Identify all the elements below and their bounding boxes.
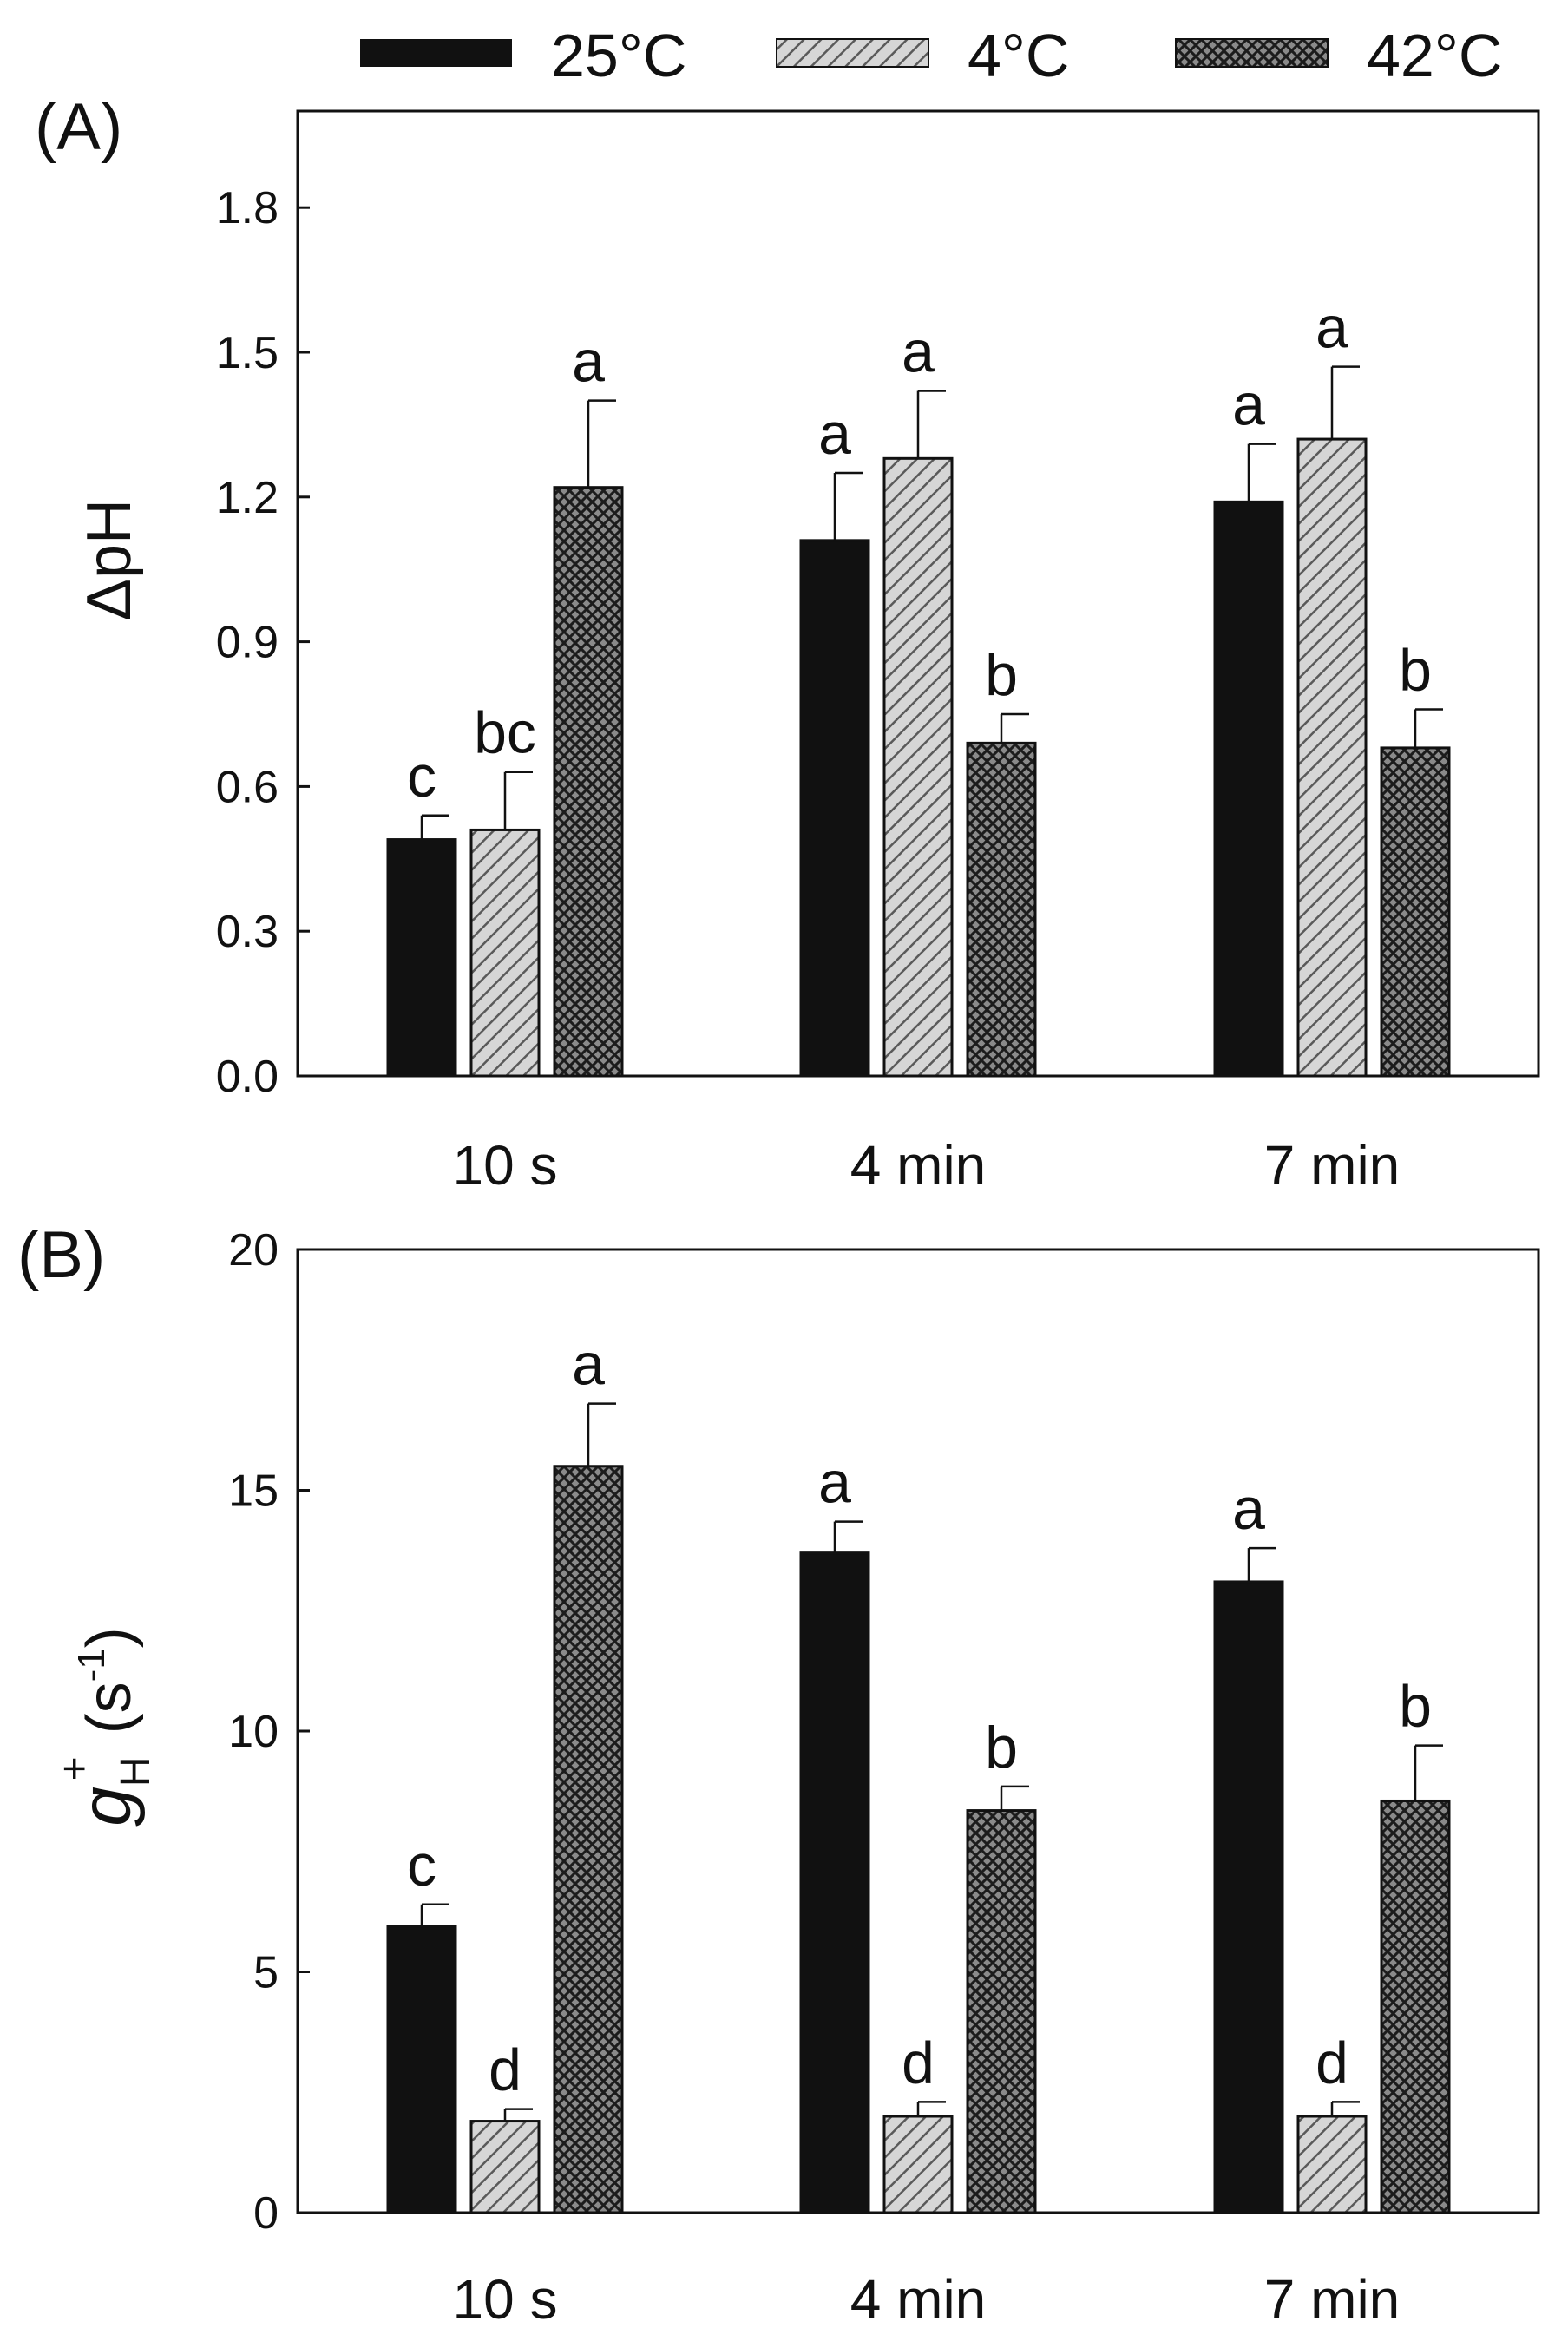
significance-letter: a [818,401,851,467]
bar-t4-1 [882,2115,954,2214]
legend-swatch-42c [1175,38,1329,68]
bar-t42-1 [966,741,1037,1078]
bar-t4-0 [469,828,541,1078]
bar-t25-1 [799,539,870,1078]
legend: 25°C 4°C 42°C [360,22,1502,89]
bar-t42-0 [553,1465,624,2214]
y-tick-label: 1.2 [216,473,279,523]
svg-text:gH+(s-1): gH + (s-1) [52,1627,159,1826]
bar-t25-0 [386,1925,457,2214]
panel-b-y-ticks: 0 5 10 15 20 [228,1225,310,2239]
legend-label-42c: 42°C [1367,22,1502,89]
significance-letter: b [1399,637,1432,703]
category-label: 4 min [850,1134,987,1197]
significance-letter: c [407,1833,436,1899]
significance-letter: a [1232,1476,1265,1542]
category-label: 7 min [1264,1134,1401,1197]
y-tick-label: 15 [228,1466,279,1517]
y-title-unit: (s [75,1682,144,1734]
legend-label-4c: 4°C [968,22,1069,89]
y-title-sup: + [52,1756,98,1781]
bar-t4-1 [882,456,954,1078]
panel-a-label: (A) [35,90,122,164]
panel-b-bars [386,1465,1451,2214]
panel-a-y-axis-title: ΔpH [75,499,144,620]
significance-letter: b [985,1715,1018,1781]
y-tick-label: 0.6 [216,762,279,812]
significance-letter: a [572,1332,605,1398]
y-title-sub: H [113,1756,159,1787]
category-label: 7 min [1264,2268,1401,2331]
panel-b-label: (B) [17,1218,105,1292]
y-tick-label: 0.3 [216,907,279,957]
significance-letter: a [818,1450,851,1516]
bar-t25-2 [1213,1580,1284,2214]
significance-letter: bc [474,700,536,766]
y-tick-label: 0.9 [216,618,279,668]
y-tick-label: 20 [228,1225,279,1276]
significance-letter: c [407,744,436,810]
panel-b-significance-letters: c a a d d d a b b [407,1332,1432,2103]
bar-t42-2 [1380,746,1451,1078]
bar-t42-2 [1380,1799,1451,2214]
y-tick-label: 0.0 [216,1052,279,1102]
bar-t4-2 [1296,437,1368,1078]
bar-t25-0 [386,838,457,1078]
panel-a-error-bars [420,365,1443,840]
panel-b: (B) gH + (s-1) 0 5 10 15 20 c a a d d d a b b 10 s 4 mi… [17,1218,1540,2331]
significance-letter: a [572,329,605,395]
legend-swatch-4c [776,38,929,68]
y-tick-label: 5 [253,1948,279,1998]
category-label: 10 s [453,2268,558,2331]
panel-b-y-axis-title: gH + (s-1) [52,1627,159,1826]
y-title-unit-sup: -1 [70,1648,113,1682]
panel-a-bars [386,437,1451,1078]
y-tick-label: 1.8 [216,183,279,233]
significance-letter: d [489,2037,522,2103]
panel-a-category-labels: 10 s 4 min 7 min [453,1134,1401,1197]
y-tick-label: 10 [228,1707,279,1757]
significance-letter: a [902,318,935,384]
significance-letter: b [985,642,1018,708]
significance-letter: d [902,2030,935,2095]
legend-swatch-25c [360,39,512,67]
significance-letter: a [1315,295,1348,361]
bar-t42-0 [553,486,624,1078]
y-title-g: g [67,1787,146,1827]
category-label: 10 s [453,1134,558,1197]
y-title-unit-close: ) [75,1627,144,1648]
bar-t4-2 [1296,2115,1368,2214]
category-label: 4 min [850,2268,987,2331]
panel-b-category-labels: 10 s 4 min 7 min [453,2268,1401,2331]
y-tick-label: 0 [253,2188,279,2239]
bar-t42-1 [966,1809,1037,2214]
legend-label-25c: 25°C [551,22,686,89]
bar-t25-2 [1213,500,1284,1078]
bar-t25-1 [799,1551,870,2214]
panel-a-y-ticks: 0.0 0.3 0.6 0.9 1.2 1.5 1.8 [216,183,310,1102]
y-tick-label: 1.5 [216,328,279,378]
significance-letter: b [1399,1674,1432,1740]
significance-letter: d [1315,2030,1348,2095]
bar-t4-0 [469,2120,541,2214]
panel-b-error-bars [420,1402,1443,2122]
significance-letter: a [1232,372,1265,438]
